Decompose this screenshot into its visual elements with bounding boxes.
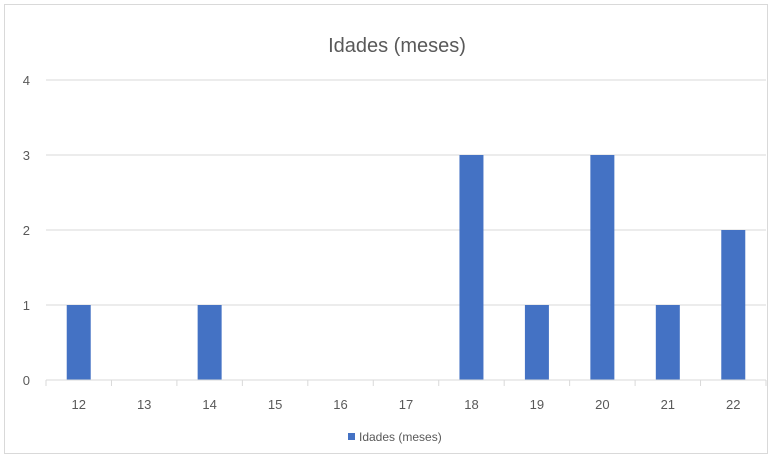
x-tick-label: 18: [464, 397, 478, 412]
y-tick-label: 3: [23, 148, 30, 163]
x-axis: [45, 379, 767, 386]
bar: [197, 305, 222, 380]
x-tick-label: 12: [71, 397, 85, 412]
y-tick-label: 2: [23, 223, 30, 238]
chart-area: [4, 4, 768, 454]
gridlines: [46, 79, 766, 306]
y-tick-label: 4: [23, 73, 30, 88]
bars: [66, 155, 746, 380]
legend-label: Idades (meses): [359, 430, 442, 444]
bar: [524, 305, 549, 380]
legend: Idades (meses): [348, 430, 442, 444]
bar: [590, 155, 615, 380]
x-tick-label: 21: [661, 397, 675, 412]
x-tick-label: 14: [202, 397, 216, 412]
x-tick-label: 19: [530, 397, 544, 412]
chart-title: Idades (meses): [328, 35, 466, 57]
legend-swatch: [348, 433, 355, 440]
x-tick-label: 13: [137, 397, 151, 412]
y-tick-label: 0: [23, 373, 30, 388]
bar: [655, 305, 680, 380]
bar: [721, 230, 746, 380]
x-tick-label: 20: [595, 397, 609, 412]
bar: [66, 305, 91, 380]
bar: [459, 155, 484, 380]
x-tick-label: 17: [399, 397, 413, 412]
x-tick-label: 15: [268, 397, 282, 412]
y-axis-ticks: 0 1 2 3 4: [23, 73, 30, 388]
x-tick-label: 22: [726, 397, 740, 412]
x-tick-label: 16: [333, 397, 347, 412]
y-tick-label: 1: [23, 298, 30, 313]
x-axis-ticks: 12 13 14 15 16 17 18 19 20 21 22: [71, 397, 740, 412]
